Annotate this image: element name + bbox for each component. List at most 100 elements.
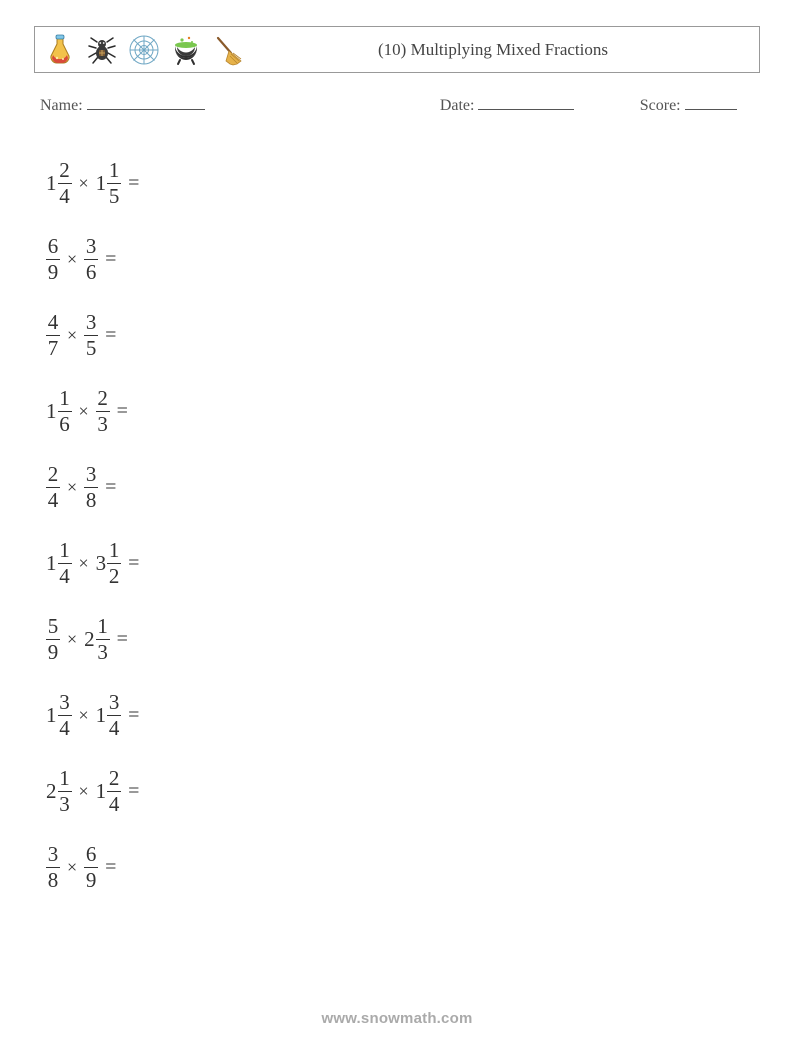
equals-sign: = <box>105 477 116 497</box>
equals-sign: = <box>105 857 116 877</box>
denominator: 7 <box>47 338 60 359</box>
equals-sign: = <box>117 629 128 649</box>
numerator: 4 <box>47 312 60 333</box>
fraction: 35 <box>84 312 98 359</box>
score-label: Score: <box>640 97 681 114</box>
spider-web-icon <box>127 33 161 67</box>
numerator: 5 <box>47 616 60 637</box>
mixed-fraction: 47 <box>46 312 60 359</box>
numerator: 1 <box>58 540 71 561</box>
multiply-operator: × <box>79 402 89 420</box>
problem-row: 47×35= <box>46 297 760 373</box>
worksheet-page: (10) Multiplying Mixed Fractions Name: D… <box>0 0 794 905</box>
mixed-fraction: 134 <box>96 692 122 739</box>
numerator: 1 <box>108 160 121 181</box>
mixed-fraction: 116 <box>46 388 72 435</box>
score-field: Score: <box>640 95 754 115</box>
fraction: 38 <box>84 464 98 511</box>
problem-row: 213×124= <box>46 753 760 829</box>
fraction: 69 <box>46 236 60 283</box>
header-box: (10) Multiplying Mixed Fractions <box>34 26 760 73</box>
denominator: 4 <box>108 794 121 815</box>
equals-sign: = <box>128 705 139 725</box>
equals-sign: = <box>117 401 128 421</box>
problem-row: 24×38= <box>46 449 760 525</box>
problem-row: 134×134= <box>46 677 760 753</box>
numerator: 3 <box>85 464 98 485</box>
problem-row: 38×69= <box>46 829 760 905</box>
name-field: Name: <box>40 95 440 115</box>
denominator: 3 <box>58 794 71 815</box>
denominator: 9 <box>47 642 60 663</box>
equals-sign: = <box>128 173 139 193</box>
mixed-fraction: 69 <box>84 844 98 891</box>
multiply-operator: × <box>67 326 77 344</box>
mixed-fraction: 35 <box>84 312 98 359</box>
problem-row: 114×312= <box>46 525 760 601</box>
fraction: 47 <box>46 312 60 359</box>
equals-sign: = <box>128 781 139 801</box>
fraction: 16 <box>58 388 72 435</box>
fraction: 24 <box>46 464 60 511</box>
meta-row: Name: Date: Score: <box>34 95 760 115</box>
denominator: 6 <box>85 262 98 283</box>
fraction: 13 <box>96 616 110 663</box>
numerator: 3 <box>85 312 98 333</box>
name-blank-line[interactable] <box>87 95 205 110</box>
fraction: 59 <box>46 616 60 663</box>
mixed-fraction: 38 <box>84 464 98 511</box>
numerator: 2 <box>58 160 71 181</box>
mixed-fraction: 24 <box>46 464 60 511</box>
whole-part: 1 <box>96 781 107 802</box>
whole-part: 1 <box>46 553 57 574</box>
fraction: 12 <box>107 540 121 587</box>
multiply-operator: × <box>67 478 77 496</box>
denominator: 8 <box>85 490 98 511</box>
score-blank-line[interactable] <box>685 95 737 110</box>
date-label: Date: <box>440 97 475 114</box>
mixed-fraction: 36 <box>84 236 98 283</box>
denominator: 4 <box>47 490 60 511</box>
numerator: 1 <box>96 616 109 637</box>
problem-row: 116×23= <box>46 373 760 449</box>
problem-row: 69×36= <box>46 221 760 297</box>
mixed-fraction: 115 <box>96 160 122 207</box>
denominator: 4 <box>58 186 71 207</box>
date-blank-line[interactable] <box>478 95 574 110</box>
denominator: 4 <box>58 718 71 739</box>
fraction: 14 <box>58 540 72 587</box>
mixed-fraction: 59 <box>46 616 60 663</box>
whole-part: 1 <box>96 173 107 194</box>
numerator: 3 <box>85 236 98 257</box>
equals-sign: = <box>105 325 116 345</box>
mixed-fraction: 23 <box>96 388 110 435</box>
mixed-fraction: 134 <box>46 692 72 739</box>
fraction: 24 <box>107 768 121 815</box>
whole-part: 1 <box>46 705 57 726</box>
fraction: 38 <box>46 844 60 891</box>
multiply-operator: × <box>67 250 77 268</box>
equals-sign: = <box>128 553 139 573</box>
numerator: 6 <box>47 236 60 257</box>
numerator: 1 <box>58 388 71 409</box>
date-field: Date: <box>440 95 640 115</box>
worksheet-title: (10) Multiplying Mixed Fractions <box>245 40 751 60</box>
whole-part: 1 <box>96 705 107 726</box>
denominator: 8 <box>47 870 60 891</box>
fraction: 34 <box>58 692 72 739</box>
mixed-fraction: 69 <box>46 236 60 283</box>
numerator: 1 <box>58 768 71 789</box>
whole-part: 1 <box>46 401 57 422</box>
numerator: 6 <box>85 844 98 865</box>
mixed-fraction: 124 <box>46 160 72 207</box>
fraction: 15 <box>107 160 121 207</box>
footer-watermark: www.snowmath.com <box>0 1010 794 1027</box>
denominator: 3 <box>96 642 109 663</box>
denominator: 6 <box>58 414 71 435</box>
multiply-operator: × <box>67 858 77 876</box>
denominator: 9 <box>85 870 98 891</box>
mixed-fraction: 213 <box>46 768 72 815</box>
mixed-fraction: 213 <box>84 616 110 663</box>
fraction: 34 <box>107 692 121 739</box>
whole-part: 2 <box>84 629 95 650</box>
